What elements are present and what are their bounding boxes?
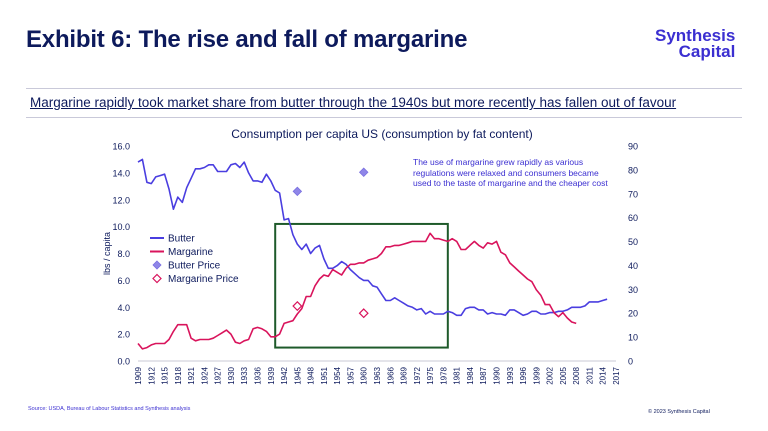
x-tick-label: 1912 (147, 366, 156, 384)
butter-price-point (358, 167, 369, 178)
x-tick-label: 1933 (240, 366, 249, 384)
y-axis-label: lbs / capita (102, 232, 112, 275)
legend-swatch (152, 260, 162, 270)
x-tick-label: 1909 (134, 366, 143, 384)
x-tick-label: 2008 (572, 366, 581, 384)
x-tick-label: 1936 (254, 366, 263, 384)
x-tick-label: 1984 (466, 366, 475, 384)
x-tick-label: 1924 (200, 366, 209, 384)
butter-line (137, 158, 608, 317)
legend-label: Margarine (168, 247, 213, 258)
x-tick-label: 1915 (161, 366, 170, 384)
x-tick-label: 1942 (280, 366, 289, 384)
x-tick-label: 1987 (479, 366, 488, 384)
legend-label: Margarine Price (168, 274, 239, 285)
chart-title: Consumption per capita US (consumption b… (231, 127, 533, 141)
x-tick-label: 1990 (493, 366, 502, 384)
source-note: Source: USDA, Bureau of Labour Statistic… (28, 406, 191, 412)
y2-tick-label: 0 (628, 357, 633, 367)
x-tick-label: 2002 (546, 366, 555, 384)
y-tick-label: 10.0 (112, 222, 130, 232)
margarine-price-point (292, 301, 303, 312)
highlight-box (274, 222, 449, 349)
y2-tick-label: 70 (628, 189, 638, 199)
logo-line-1: Synthesis (655, 26, 736, 45)
y2-tick-label: 90 (628, 142, 638, 152)
x-tick-label: 1966 (386, 366, 395, 384)
margarine-price-point (358, 308, 369, 319)
y2-tick-label: 10 (628, 333, 638, 343)
x-tick-label: 1948 (307, 366, 316, 384)
logo-line-2: Capital (678, 42, 736, 61)
butter-price-point (292, 186, 303, 197)
y-tick-label: 2.0 (117, 330, 130, 340)
x-tick-label: 1999 (532, 366, 541, 384)
x-tick-label: 1969 (400, 366, 409, 384)
x-tick-label: 2014 (599, 366, 608, 384)
x-tick-label: 2005 (559, 366, 568, 384)
x-tick-label: 1960 (360, 366, 369, 384)
x-tick-label: 1993 (506, 366, 515, 384)
synthesis-capital-logo: Synthesis Capital (655, 26, 736, 61)
page-title: Exhibit 6: The rise and fall of margarin… (26, 26, 468, 53)
x-tick-label: 1963 (373, 366, 382, 384)
subtitle-divider (26, 117, 742, 118)
x-tick-label: 1921 (187, 366, 196, 384)
y2-tick-label: 40 (628, 261, 638, 271)
x-tick-label: 1972 (413, 366, 422, 384)
x-tick-label: 1927 (214, 366, 223, 384)
y-tick-label: 14.0 (112, 168, 130, 178)
x-tick-label: 1978 (439, 366, 448, 384)
x-tick-label: 1918 (174, 366, 183, 384)
y-tick-label: 8.0 (117, 249, 130, 259)
y-tick-label: 0.0 (117, 357, 130, 367)
legend-swatch (152, 273, 162, 284)
x-tick-label: 1945 (293, 366, 302, 384)
x-tick-label: 2017 (612, 366, 621, 384)
x-tick-label: 1930 (227, 366, 236, 384)
x-tick-label: 2011 (585, 366, 594, 384)
legend-label: Butter Price (168, 261, 221, 272)
x-tick-label: 1939 (267, 366, 276, 384)
exhibit-subtitle: Margarine rapidly took market share from… (30, 95, 677, 110)
y-tick-label: 12.0 (112, 195, 130, 205)
y-tick-label: 16.0 (112, 142, 130, 152)
copyright-note: © 2023 Synthesis Capital (648, 409, 710, 415)
x-tick-label: 1996 (519, 366, 528, 384)
x-tick-label: 1981 (453, 366, 462, 384)
y-tick-label: 6.0 (117, 276, 130, 286)
legend-label: Butter (168, 234, 195, 245)
x-tick-label: 1951 (320, 366, 329, 384)
header-divider (26, 88, 742, 89)
x-tick-label: 1975 (426, 366, 435, 384)
y2-tick-label: 50 (628, 237, 638, 247)
y2-tick-label: 60 (628, 213, 638, 223)
x-tick-label: 1954 (333, 366, 342, 384)
margarine-line (137, 232, 577, 350)
chart-annotation: The use of margarine grew rapidly as var… (413, 157, 608, 188)
y2-tick-label: 80 (628, 165, 638, 175)
y2-tick-label: 20 (628, 309, 638, 319)
y2-tick-label: 30 (628, 285, 638, 295)
x-tick-label: 1957 (346, 366, 355, 384)
y-tick-label: 4.0 (117, 303, 130, 313)
